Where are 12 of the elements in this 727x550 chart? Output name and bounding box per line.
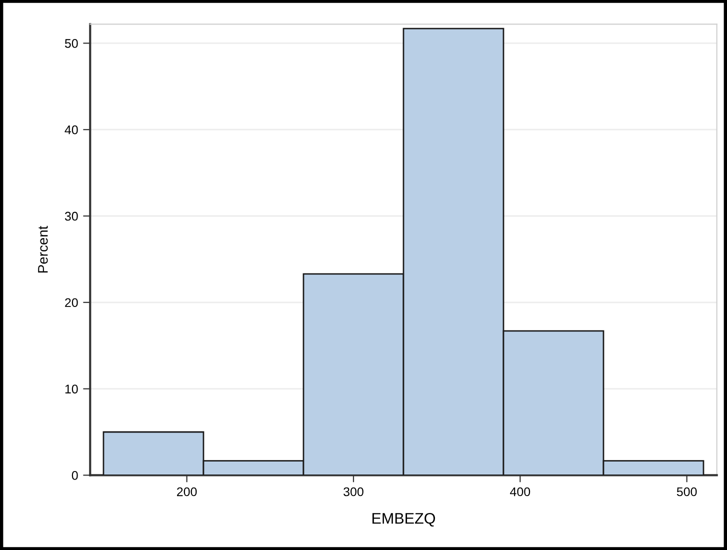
y-tick-label: 50 bbox=[64, 39, 78, 48]
y-tick-label: 40 bbox=[64, 125, 78, 134]
x-tick-label: 400 bbox=[510, 487, 530, 496]
x-axis-title: EMBEZQ bbox=[372, 512, 436, 527]
y-tick-label: 20 bbox=[65, 298, 78, 308]
y-axis-title: Percent bbox=[38, 226, 48, 272]
y-tick-label: 10 bbox=[65, 384, 78, 394]
x-tick-label: 300 bbox=[344, 487, 364, 496]
x-tick-label: 500 bbox=[676, 487, 697, 496]
y-tick-label: 30 bbox=[64, 212, 78, 221]
y-tick-label: 0 bbox=[72, 471, 78, 480]
x-tick-label: 200 bbox=[177, 487, 197, 496]
